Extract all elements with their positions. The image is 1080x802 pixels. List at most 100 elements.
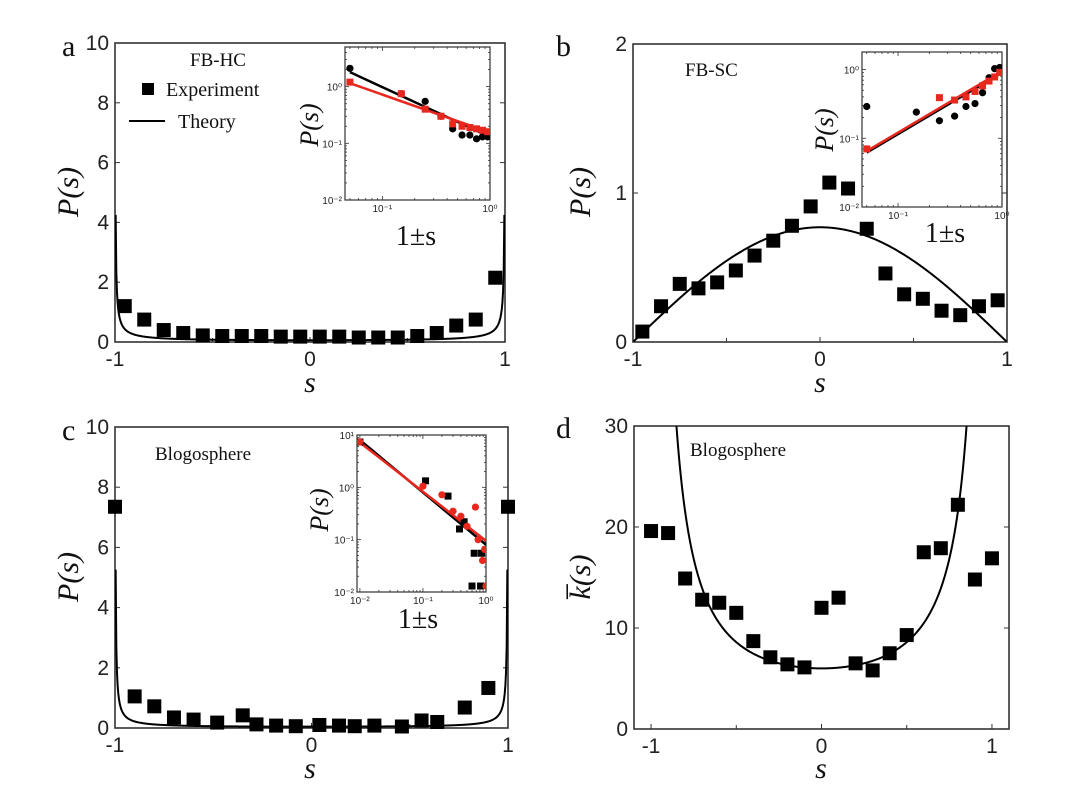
inset-y-tick-label: 10⁻¹ xyxy=(334,536,354,547)
inset-x-tick-label: 10⁰ xyxy=(994,211,1009,222)
y-tick-label: 10 xyxy=(86,32,109,55)
x-tick-label: 1 xyxy=(502,734,514,757)
inset-point xyxy=(449,120,457,128)
inset-point xyxy=(470,549,478,557)
x-axis-label: s xyxy=(304,366,316,399)
inset-point xyxy=(471,503,480,511)
inset-point xyxy=(457,512,465,520)
y-tick-label: 20 xyxy=(605,516,628,539)
inset-series xyxy=(863,68,1002,153)
experiment-point xyxy=(865,663,880,678)
inset-frame xyxy=(344,46,491,201)
experiment-point xyxy=(108,499,122,514)
experiment-point xyxy=(468,312,483,327)
y-tick-label: 0 xyxy=(97,331,109,354)
experiment-point xyxy=(351,330,366,345)
dataset-annotation: Blogosphere xyxy=(690,440,786,461)
experiment-point xyxy=(678,571,693,586)
y-tick-label: 8 xyxy=(97,476,109,499)
y-tick-label: 1 xyxy=(615,182,627,205)
experiment-point xyxy=(394,719,409,734)
experiment-point xyxy=(137,312,152,327)
experiment-point xyxy=(710,275,725,290)
inset-point xyxy=(460,518,468,526)
y-tick-label: 30 xyxy=(605,415,628,438)
inset-point xyxy=(422,477,430,485)
experiment-point xyxy=(747,248,762,263)
inset-x-tick-label: 10⁻² xyxy=(350,596,370,607)
experiment-point xyxy=(644,524,659,539)
experiment-point xyxy=(269,718,284,733)
experiment-point xyxy=(176,326,191,341)
inset-x-tick-label: 10⁻¹ xyxy=(372,204,392,215)
experiment-point xyxy=(449,318,464,333)
inset-y-tick-label: 10¹ xyxy=(340,431,355,442)
y-tick-label: 2 xyxy=(615,33,627,56)
inset-y-axis-label: P(s) xyxy=(305,488,334,532)
inset-frame xyxy=(861,51,1003,208)
experiment-point xyxy=(273,329,288,344)
x-tick-label: -1 xyxy=(624,348,643,371)
experiment-series xyxy=(644,497,999,678)
inset-point xyxy=(951,96,959,104)
inset-point xyxy=(472,135,481,143)
experiment-point xyxy=(166,710,181,725)
experiment-point xyxy=(746,634,761,649)
dataset-annotation: FB-SC xyxy=(685,60,738,81)
inset-point xyxy=(979,82,987,90)
x-tick-label: 1 xyxy=(986,735,998,758)
inset-point xyxy=(971,99,979,108)
inset-point xyxy=(458,131,466,139)
experiment-point xyxy=(332,718,347,733)
inset-point xyxy=(397,90,405,98)
experiment-point xyxy=(848,656,863,671)
inset-point xyxy=(346,78,354,86)
inset-y-tick-label: 10⁻² xyxy=(839,203,859,214)
experiment-point xyxy=(293,329,308,344)
inset-y-tick-label: 10⁰ xyxy=(339,483,354,494)
inset-point xyxy=(935,94,943,102)
inset-point xyxy=(962,102,970,111)
inset-point xyxy=(991,73,999,81)
experiment-point xyxy=(390,330,405,345)
experiment-point xyxy=(915,291,930,306)
x-tick-label: 1 xyxy=(1001,348,1013,371)
inset-y-tick-label: 10⁻¹ xyxy=(322,139,342,150)
x-tick-label: 0 xyxy=(306,734,318,757)
inset: 10⁻¹ 10⁰ 10⁻² 10⁻¹ 10⁰ P(s) 1±s xyxy=(810,51,1010,249)
experiment-point xyxy=(312,329,327,344)
experiment-point xyxy=(990,293,1005,308)
inset-point xyxy=(444,492,452,500)
panel-d: 0 10 20 30 -1 0 1 d k̅(s) s Blogosphere xyxy=(556,412,1010,785)
experiment-point xyxy=(784,218,799,233)
experiment-point xyxy=(661,526,676,541)
inset-point xyxy=(437,112,445,120)
inset-x-axis-label: 1±s xyxy=(398,604,438,635)
experiment-point xyxy=(729,605,744,620)
experiment-point xyxy=(654,299,669,314)
inset-x-tick-label: 10⁻¹ xyxy=(413,596,433,607)
inset-point xyxy=(346,64,354,72)
experiment-point xyxy=(147,699,162,714)
y-axis-label: P(s) xyxy=(52,167,85,218)
experiment-point xyxy=(859,221,874,236)
experiment-point xyxy=(457,700,472,715)
experiment-point xyxy=(347,719,362,734)
experiment-point xyxy=(878,266,893,281)
experiment-point xyxy=(210,715,225,730)
y-tick-label: 0 xyxy=(97,717,109,740)
x-tick-label: -1 xyxy=(642,735,661,758)
experiment-point xyxy=(156,323,171,338)
x-axis-label: s xyxy=(815,752,827,785)
experiment-point xyxy=(672,276,687,291)
experiment-point xyxy=(882,646,897,661)
legend-label-theory: Theory xyxy=(178,111,236,133)
inset-y-tick-label: 10⁰ xyxy=(844,66,859,77)
inset-y-tick-label: 10⁻¹ xyxy=(839,134,859,145)
experiment-point xyxy=(899,628,914,643)
experiment-point xyxy=(195,328,210,343)
experiment-point xyxy=(501,499,515,514)
legend-marker-square xyxy=(142,83,154,95)
